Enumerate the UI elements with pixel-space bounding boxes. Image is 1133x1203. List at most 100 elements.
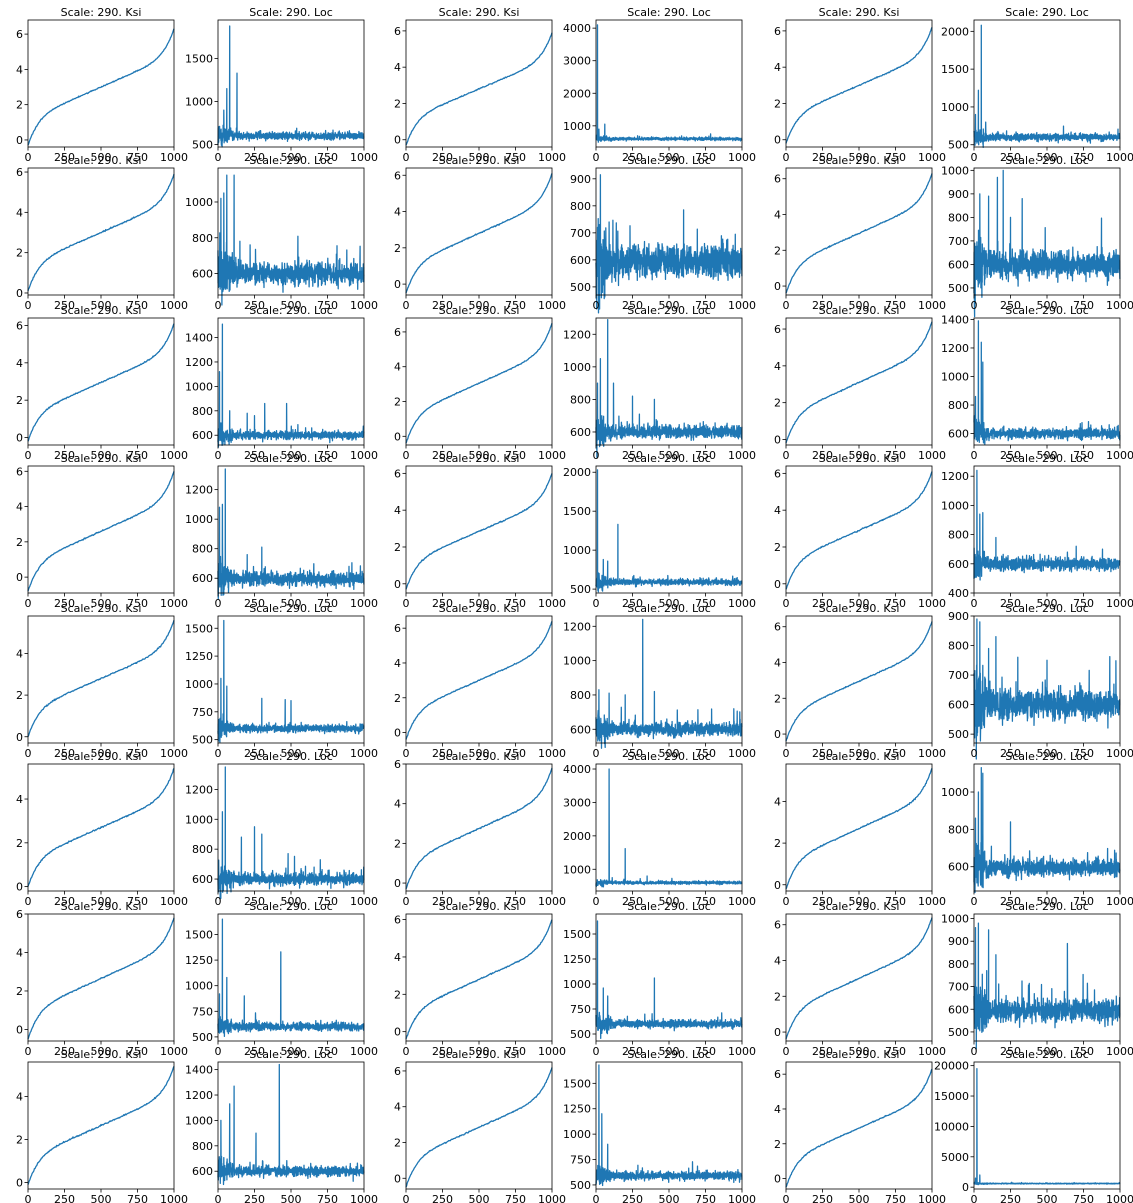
x-tick-label: 0 [593,1193,600,1203]
axes-frame [785,1061,933,1190]
x-tick-label: 250 [812,449,833,462]
x-tick-label: 1000 [538,597,566,610]
subplot-title: Scale: 290. Ksi [819,1048,900,1061]
x-tick-label: 750 [127,597,148,610]
y-tick-label: 4 [16,647,23,660]
x-tick-label: 1000 [1106,895,1133,908]
x-tick-label: 0 [403,1193,410,1203]
y-tick-label: 0 [774,1026,781,1039]
subplot-22: Scale: 290. Loc 0 250 500 750 1000 500 1000 1500… [563,452,756,610]
y-tick-label: 800 [192,1140,213,1153]
x-tick-label: 750 [695,1193,716,1203]
x-tick-label: 500 [1037,1193,1058,1203]
axes-frame [217,763,365,892]
subplot-title: Scale: 290. Ksi [819,154,900,167]
y-tick-label: 750 [192,706,213,719]
series-line [27,1066,175,1185]
y-tick-label: 900 [570,173,591,186]
x-tick-label: 500 [281,747,302,760]
y-tick-label: 6 [394,758,401,771]
y-tick-label: 1200 [185,356,213,369]
x-tick-label: 750 [317,151,338,164]
y-tick-label: 600 [192,268,213,281]
y-tick-label: 800 [192,543,213,556]
x-tick-label: 1000 [350,299,378,312]
subplot-title: Scale: 290. Ksi [61,1048,142,1061]
y-tick-label: 4 [16,206,23,219]
y-tick-label: 2 [16,536,23,549]
x-tick-label: 500 [281,1193,302,1203]
y-tick-label: 1500 [941,63,969,76]
x-tick-label: 1000 [538,1045,566,1058]
x-tick-label: 500 [469,895,490,908]
y-tick-label: 600 [192,873,213,886]
x-tick-label: 0 [403,151,410,164]
y-tick-label: 6 [16,465,23,478]
y-tick-label: 3000 [563,55,591,68]
y-tick-label: 900 [948,610,969,623]
x-tick-label: 1000 [160,1045,188,1058]
x-tick-label: 1000 [160,151,188,164]
x-tick-label: 1000 [160,597,188,610]
subplot-title: Scale: 290. Loc [627,750,711,763]
y-tick-label: 600 [948,258,969,271]
x-tick-label: 250 [622,449,643,462]
subplot-title: Scale: 290. Ksi [439,602,520,615]
x-tick-label: 1000 [350,1045,378,1058]
series-line [217,1063,365,1186]
x-tick-label: 500 [1037,151,1058,164]
subplot-title: Scale: 290. Loc [627,304,711,317]
x-tick-label: 500 [469,597,490,610]
y-tick-label: 0 [16,1023,23,1036]
y-tick-label: 0 [394,877,401,890]
y-tick-label: 800 [948,958,969,971]
x-tick-label: 250 [244,747,265,760]
y-tick-label: 0 [394,278,401,291]
x-tick-label: 500 [469,151,490,164]
x-tick-label: 1000 [1106,449,1133,462]
x-tick-label: 1000 [538,747,566,760]
y-tick-label: 0 [774,134,781,147]
y-tick-label: 2 [774,990,781,1003]
series-line [405,767,553,890]
y-tick-label: 0 [774,433,781,446]
y-tick-label: 600 [192,1165,213,1178]
x-tick-label: 0 [971,1193,978,1203]
axes-frame [973,19,1121,148]
axes-frame [405,19,553,148]
x-tick-label: 0 [971,1045,978,1058]
y-tick-label: 2 [16,985,23,998]
subplot-2: Scale: 290. Loc 0 250 500 750 1000 500 1000 1500 [185,6,378,164]
subplot-title: Scale: 290. Ksi [439,750,520,763]
x-tick-label: 0 [215,1045,222,1058]
x-tick-label: 0 [783,151,790,164]
x-tick-label: 250 [812,1193,833,1203]
y-tick-label: 700 [948,981,969,994]
subplot-27: Scale: 290. Ksi 0 250 500 750 1000 0 2 4 6 [394,602,566,760]
x-tick-label: 500 [659,449,680,462]
x-tick-label: 750 [885,449,906,462]
y-tick-label: 1000 [563,120,591,133]
series-line [785,471,933,590]
y-tick-label: 1200 [941,342,969,355]
x-tick-label: 1000 [918,299,946,312]
x-tick-label: 500 [91,299,112,312]
x-tick-label: 1000 [1106,1045,1133,1058]
y-tick-label: 600 [948,861,969,874]
x-tick-label: 500 [659,895,680,908]
y-tick-label: 2 [774,541,781,554]
x-tick-label: 750 [695,895,716,908]
y-tick-label: 2 [16,394,23,407]
y-tick-label: 1200 [563,328,591,341]
x-tick-label: 1000 [918,597,946,610]
x-tick-label: 500 [1037,747,1058,760]
x-tick-label: 750 [885,151,906,164]
axes-frame [405,913,553,1042]
series-line [595,1064,743,1187]
x-tick-label: 250 [54,1045,75,1058]
axes-frame [785,913,933,1042]
y-tick-label: 6 [774,467,781,480]
x-tick-label: 750 [127,895,148,908]
subplot-title: Scale: 290. Ksi [61,452,142,465]
y-tick-label: 2 [394,396,401,409]
